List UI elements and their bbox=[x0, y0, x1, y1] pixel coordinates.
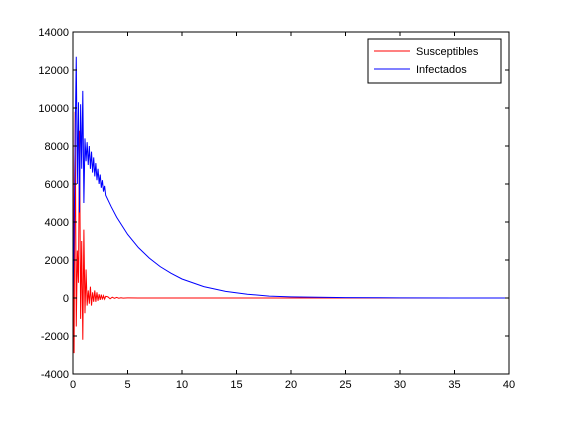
y-tick-label: -4000 bbox=[41, 369, 69, 381]
x-tick-label: 10 bbox=[176, 379, 188, 391]
plot-area bbox=[73, 32, 509, 374]
legend-label-infectados: Infectados bbox=[416, 64, 467, 76]
y-tick-label: -2000 bbox=[41, 331, 69, 343]
x-tick-label: 40 bbox=[503, 379, 515, 391]
x-tick-label: 15 bbox=[230, 379, 242, 391]
y-tick-label: 4000 bbox=[45, 217, 69, 229]
x-tick-label: 30 bbox=[394, 379, 406, 391]
y-tick-label: 10000 bbox=[38, 103, 69, 115]
y-tick-label: 2000 bbox=[45, 255, 69, 267]
x-tick-label: 0 bbox=[70, 379, 76, 391]
series-line-infectados bbox=[72, 56, 509, 299]
y-tick-label: 12000 bbox=[38, 65, 69, 77]
y-tick-label: 0 bbox=[63, 293, 69, 305]
ticks-layer: 0 5 10 15 20 25 30 35 40 -4000 -2000 0 2000 4000 6000 8… bbox=[38, 27, 515, 391]
y-tick-label: 8000 bbox=[45, 141, 69, 153]
x-tick-label: 20 bbox=[285, 379, 297, 391]
x-tick-label: 35 bbox=[448, 379, 460, 391]
series-line-susceptibles bbox=[72, 107, 509, 354]
y-tick-label: 14000 bbox=[38, 27, 69, 39]
legend-box bbox=[367, 38, 502, 84]
y-tick-label: 6000 bbox=[45, 179, 69, 191]
legend: Susceptibles Infectados bbox=[367, 38, 502, 84]
legend-label-susceptibles: Susceptibles bbox=[416, 46, 479, 58]
series-layer bbox=[72, 56, 509, 354]
x-tick-label: 5 bbox=[124, 379, 130, 391]
x-tick-label: 25 bbox=[339, 379, 351, 391]
